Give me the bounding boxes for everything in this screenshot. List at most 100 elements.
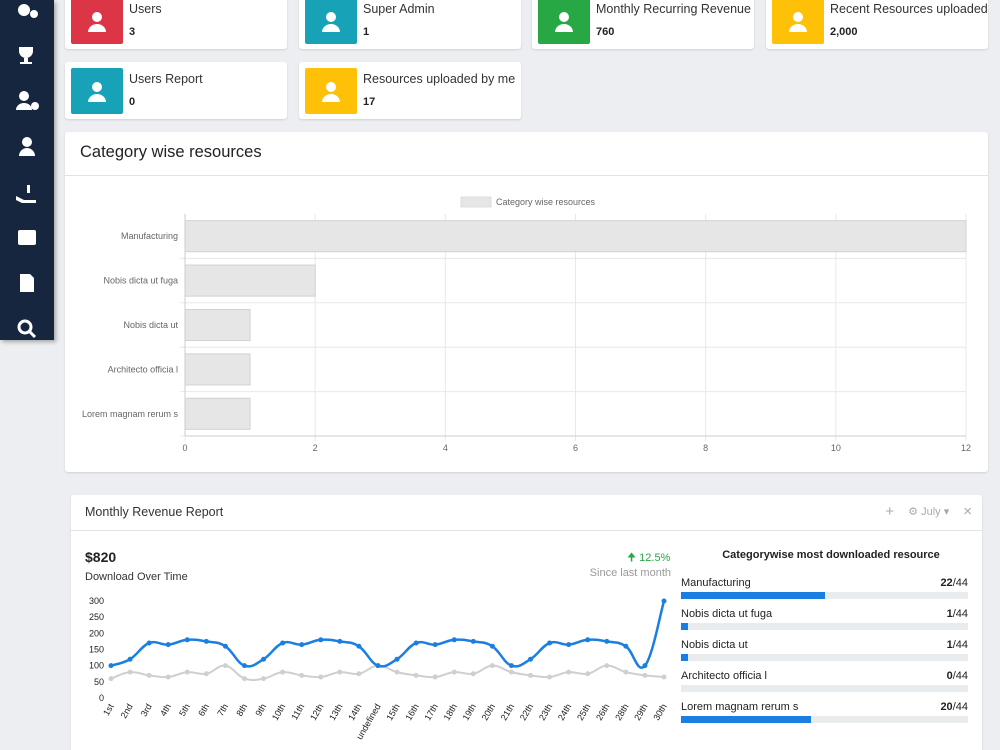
icon-money[interactable] [16,185,36,203]
progress-value: 0 [946,670,953,682]
glyph [326,81,336,92]
x-tick-label: 21th [499,702,516,722]
point [623,669,629,675]
stat-icon [305,67,357,114]
point [413,672,419,678]
x-tick-label: 8th [234,702,249,718]
point [432,642,438,648]
point [184,669,190,675]
line [110,600,666,669]
point [604,663,610,669]
y-tick-label: 100 [89,661,104,671]
stat-icon [71,0,123,44]
x-tick-label: 22th [518,702,535,722]
x-tick-label: 2 [313,443,318,453]
point [413,640,419,646]
point [623,643,629,649]
progress-track [681,654,968,661]
progress-value: 1 [946,639,953,651]
stat-glyph [322,11,340,32]
sidebar-icons [16,4,39,339]
glyph [559,11,569,22]
month-dropdown[interactable]: ⚙ July ▾ [908,506,950,518]
stat-label: Recent Resources uploaded [830,2,988,16]
glyph [92,81,102,92]
point [299,672,305,678]
close-button[interactable]: × [963,503,972,520]
stat-icon [538,0,590,44]
point [451,669,457,675]
stat-value: 0 [129,96,136,108]
stat-value: 3 [129,26,136,38]
y-tick-label: 150 [89,645,104,655]
y-tick-label: Lorem magnam rerum s [82,409,179,419]
panel-divider [71,530,982,531]
x-tick-label: 16th [403,702,420,722]
bar [184,397,251,430]
x-tick-label: 30th [651,702,668,722]
glyph [326,11,336,22]
progress-bar [681,592,825,599]
point [356,671,362,677]
point [127,656,133,662]
point [470,671,476,677]
sidebar [0,0,54,340]
stat-icon [305,0,357,44]
change-label: Since last month [589,567,671,579]
stat-card: Users 3 [65,0,287,49]
icon-settings[interactable] [18,4,30,16]
progress-total: 44 [955,670,968,682]
amount: $820 [85,549,117,565]
stat-value: 17 [363,96,376,108]
point [261,676,267,682]
icon-search[interactable] [17,319,33,335]
icon-pdf[interactable] [20,274,34,292]
point [375,663,381,669]
point [146,640,152,646]
stat-card: Super Admin 1 [299,0,521,49]
icon-user[interactable] [22,137,32,147]
y-tick-label: Nobis dicta ut [123,320,178,330]
x-tick-label: 29th [632,702,649,722]
line-chart: 0 50 100 150 200 250 300 1st 2nd 3rd 4th 5th 6th 7th 8… [89,596,669,741]
x-tick-label: 19th [461,702,478,722]
stat-label: Resources uploaded by me [363,72,516,86]
progress-count: 1/44 [946,639,968,651]
change: 🠉 12.5% [627,552,671,564]
glyph [88,23,106,32]
month[interactable]: July [921,506,941,518]
icon-trophy[interactable] [19,47,33,64]
glyph [88,93,106,102]
stat-card: Monthly Recurring Revenue 760 [532,0,754,49]
progress-value: 20 [940,701,953,713]
add-button[interactable]: + [885,503,895,520]
stat-value: 1 [363,26,370,38]
x-tick-label: 4 [443,443,448,453]
line [110,664,665,682]
stat-icon [772,0,824,44]
glyph [789,23,807,32]
point [566,642,572,648]
progress-bar [681,654,688,661]
point [127,669,133,675]
point [108,663,114,669]
x-tick-label: 8 [703,443,708,453]
x-tick-label: 10 [831,443,841,453]
y-tick-label: 250 [89,612,104,622]
point [470,638,476,644]
point [547,674,553,680]
point [299,642,305,648]
glyph [793,11,803,22]
point [394,656,400,662]
icon-box[interactable] [18,230,36,245]
point [356,643,362,649]
icon-user-settings[interactable] [19,91,29,101]
point [508,663,514,669]
amount-subtitle: Download Over Time [85,571,188,583]
panel-divider [65,175,988,176]
point [318,637,324,643]
point [585,671,591,677]
progress-total: 44 [955,701,968,713]
change-value: 12.5% [639,552,671,564]
